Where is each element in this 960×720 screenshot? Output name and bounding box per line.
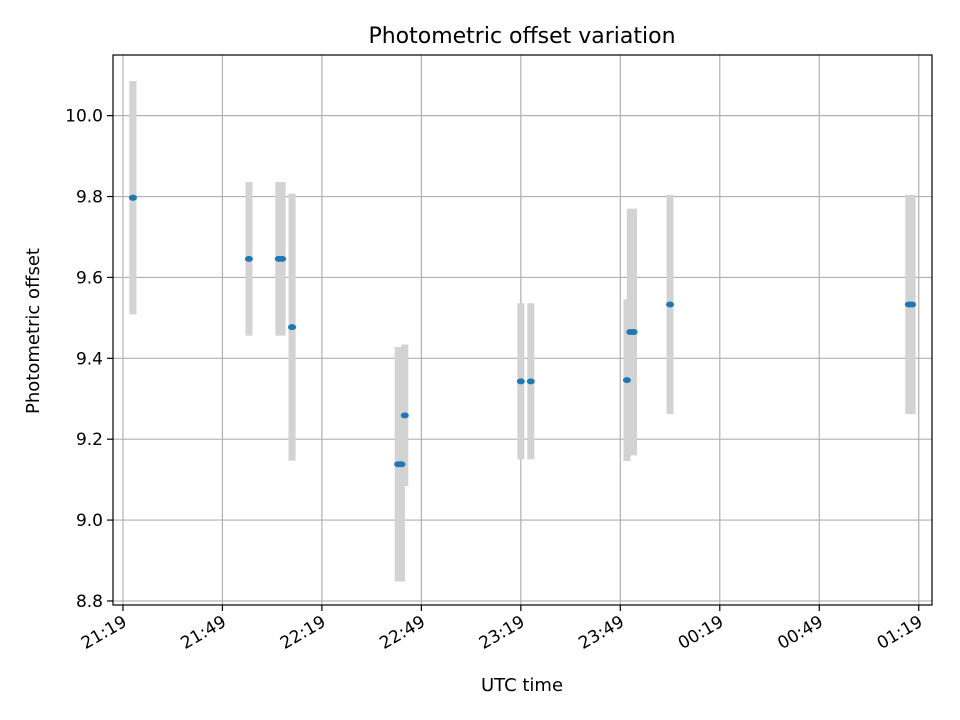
y-tick-label: 9.2 [76,430,103,450]
y-tick-label: 9.6 [76,268,103,288]
data-point [629,329,638,336]
data-point [128,194,137,201]
data-point [666,301,675,308]
y-tick-label: 8.8 [76,592,103,612]
chart-title: Photometric offset variation [368,24,675,49]
x-axis-label: UTC time [481,675,563,696]
data-point [244,255,253,262]
data-point [516,378,525,385]
grid-lines [113,55,932,605]
data-point [397,461,406,468]
data-point [526,378,535,385]
data-point [288,324,297,331]
data-point [278,255,287,262]
y-axis-ticks: 8.8 9.0 9.2 9.4 9.6 9.8 10.0 [65,107,113,612]
data-point [622,377,631,384]
y-tick-label: 10.0 [65,107,103,127]
y-tick-label: 9.8 [76,188,103,208]
y-axis-label: Photometric offset [23,248,44,414]
data-points [128,194,917,468]
plot-frame [112,54,933,606]
y-tick-label: 9.0 [76,511,103,531]
data-point [400,412,409,419]
y-tick-label: 9.4 [76,349,103,369]
data-point [908,301,917,308]
